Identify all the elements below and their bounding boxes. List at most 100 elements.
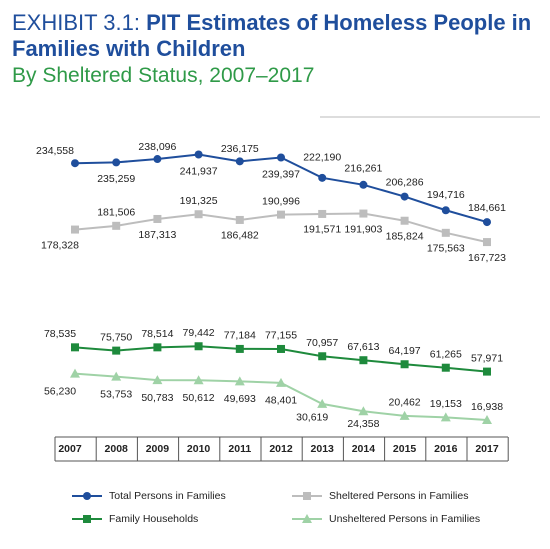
marker [399, 410, 410, 420]
x-tick-label: 2008 [105, 443, 129, 455]
value-label: 191,325 [180, 195, 218, 207]
value-label: 222,190 [303, 152, 341, 164]
marker [400, 192, 409, 201]
x-tick-label: 2017 [475, 443, 499, 455]
x-tick-label: 2013 [311, 443, 335, 455]
value-label: 175,563 [427, 243, 465, 255]
value-label: 186,482 [221, 230, 259, 242]
x-tick-label: 2010 [187, 443, 211, 455]
marker [194, 150, 203, 159]
marker [71, 225, 79, 234]
marker [400, 216, 409, 225]
marker [277, 344, 285, 353]
value-label: 185,824 [386, 231, 424, 243]
value-label: 56,230 [44, 385, 76, 397]
value-label: 57,971 [471, 352, 503, 364]
value-label: 184,661 [468, 202, 506, 214]
marker [71, 159, 79, 168]
header: EXHIBIT 3.1: PIT Estimates of Homeless P… [12, 10, 542, 90]
value-label: 191,903 [344, 223, 382, 235]
value-label: 79,442 [183, 327, 215, 339]
marker [358, 406, 369, 416]
x-tick-label: 2016 [434, 443, 458, 455]
title-prefix: EXHIBIT 3.1: [12, 10, 140, 35]
value-label: 64,197 [389, 345, 421, 357]
legend-label: Unsheltered Persons in Families [329, 513, 480, 525]
marker [441, 206, 450, 215]
value-label: 206,286 [386, 176, 424, 188]
marker [277, 153, 285, 162]
marker [441, 363, 450, 372]
legend-marker [83, 515, 91, 523]
marker [112, 221, 121, 230]
value-label: 48,401 [265, 395, 297, 407]
value-label: 236,175 [221, 143, 259, 155]
marker [153, 214, 162, 223]
marker [440, 412, 451, 422]
value-label: 24,358 [347, 418, 379, 430]
value-label: 67,613 [347, 341, 379, 353]
value-label: 216,261 [344, 163, 382, 175]
value-label: 75,750 [100, 331, 132, 343]
x-tick-label: 2007 [58, 443, 82, 455]
x-tick-label: 2012 [269, 443, 293, 455]
marker [483, 218, 491, 227]
value-label: 235,259 [97, 173, 135, 185]
value-label: 70,957 [306, 337, 338, 349]
value-label: 50,783 [141, 392, 173, 404]
value-label: 178,328 [41, 239, 79, 251]
value-label: 234,558 [36, 145, 74, 157]
marker [70, 368, 80, 378]
value-label: 77,155 [265, 330, 297, 342]
x-tick-label: 2014 [352, 443, 376, 455]
value-label: 241,937 [180, 165, 218, 177]
marker [276, 377, 286, 387]
marker [483, 367, 491, 376]
legend-marker [303, 492, 311, 500]
value-label: 187,313 [138, 229, 176, 241]
value-label: 30,619 [296, 412, 328, 424]
chart-title: PIT Estimates of Homeless People in Fami… [12, 10, 532, 61]
value-label: 20,462 [389, 397, 421, 409]
marker [194, 342, 203, 351]
value-label: 238,096 [138, 141, 176, 153]
marker [152, 375, 163, 385]
value-label: 181,506 [97, 207, 135, 219]
marker [441, 228, 450, 237]
x-tick-label: 2009 [146, 443, 170, 455]
legend-label: Sheltered Persons in Families [329, 490, 468, 502]
marker [235, 215, 244, 224]
value-label: 190,996 [262, 195, 300, 207]
marker [193, 375, 204, 385]
marker [483, 238, 491, 247]
marker [317, 398, 328, 408]
x-tick-label: 2015 [393, 443, 417, 455]
legend-marker [83, 492, 91, 500]
title: EXHIBIT 3.1: PIT Estimates of Homeless P… [12, 10, 542, 62]
marker [277, 210, 285, 219]
value-label: 239,397 [262, 168, 300, 180]
value-label: 50,612 [183, 392, 215, 404]
marker [153, 343, 162, 352]
marker [194, 210, 203, 219]
value-label: 191,571 [303, 224, 341, 236]
value-label: 53,753 [100, 388, 132, 400]
value-label: 78,514 [141, 328, 173, 340]
legend-label: Total Persons in Families [109, 490, 226, 502]
marker [112, 346, 121, 355]
chart-subtitle: By Sheltered Status, 2007–2017 [12, 64, 315, 87]
marker [482, 415, 492, 425]
value-label: 194,716 [427, 189, 465, 201]
marker [400, 360, 409, 369]
marker [71, 343, 79, 352]
marker [359, 209, 368, 218]
marker [318, 352, 327, 361]
value-label: 49,693 [224, 393, 256, 405]
legend-marker [302, 514, 312, 523]
marker [318, 209, 327, 218]
marker [111, 371, 122, 381]
value-label: 61,265 [430, 348, 462, 360]
marker [112, 158, 121, 167]
value-label: 167,723 [468, 252, 506, 264]
